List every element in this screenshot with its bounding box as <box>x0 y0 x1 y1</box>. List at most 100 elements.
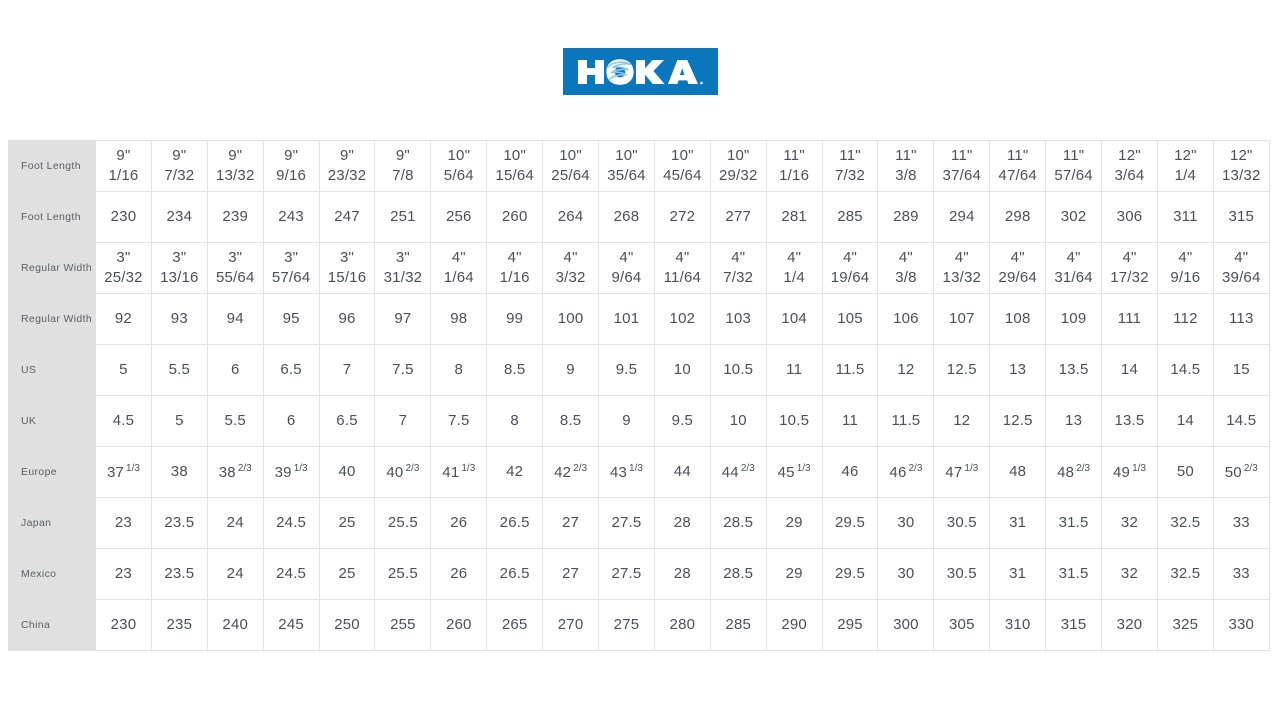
cell: 13.5 <box>1045 344 1103 396</box>
inch-value: 11" 57/64 <box>1048 146 1099 186</box>
cell: 4" 9/16 <box>1156 242 1214 294</box>
cell: 50 <box>1156 446 1214 498</box>
cell: 7.5 <box>374 344 432 396</box>
europe-value: 46 2/3 <box>889 463 922 481</box>
cell: 230 <box>95 599 152 651</box>
inch-fraction: 25/64 <box>551 167 590 184</box>
inch-whole: 4" <box>731 249 746 267</box>
cell: 29 <box>765 497 823 549</box>
inch-value: 3" 57/64 <box>266 248 317 288</box>
cell: 12.5 <box>933 344 991 396</box>
inch-whole: 9" <box>116 147 131 165</box>
europe-whole: 43 <box>609 463 628 481</box>
cell: 12" 3/64 <box>1101 140 1158 192</box>
cell: 250 <box>318 599 376 651</box>
cell: 10" 29/32 <box>709 140 767 192</box>
inch-fraction: 5/64 <box>443 167 474 184</box>
cell: 13 <box>1045 395 1103 447</box>
cell: 6.5 <box>318 395 376 447</box>
inch-whole: 4" <box>1122 249 1137 267</box>
cell: 330 <box>1212 599 1270 651</box>
europe-value: 41 1/3 <box>442 463 475 481</box>
inch-value: 10" 15/64 <box>489 146 540 186</box>
cell: 8.5 <box>542 395 600 447</box>
cell: 24 <box>206 548 264 600</box>
inch-value: 10" 29/32 <box>713 146 764 186</box>
inch-value: 12" 13/32 <box>1216 146 1267 186</box>
inch-whole: 4" <box>675 249 690 267</box>
cell: 13 <box>989 344 1047 396</box>
inch-fraction: 7/32 <box>723 269 754 286</box>
inch-whole: 11" <box>895 147 917 165</box>
cell: 245 <box>262 599 320 651</box>
inch-whole: 4" <box>1234 249 1249 267</box>
inch-value: 4" 17/32 <box>1104 248 1155 288</box>
inch-fraction: 3/64 <box>1114 167 1145 184</box>
cell: 28 <box>653 548 711 600</box>
cell: 11" 57/64 <box>1045 140 1103 192</box>
inch-whole: 10" <box>559 147 582 165</box>
inch-fraction: 1/16 <box>499 269 530 286</box>
cell: 10" 35/64 <box>598 140 655 192</box>
cell: 26.5 <box>486 497 544 549</box>
cell: 285 <box>709 599 767 651</box>
cell: 31 <box>989 548 1047 600</box>
inch-value: 4" 19/64 <box>825 248 876 288</box>
cell: 27.5 <box>598 548 655 600</box>
inch-fraction: 25/32 <box>104 269 143 286</box>
europe-whole: 38 <box>170 463 188 481</box>
cell: 27 <box>542 497 600 549</box>
cell: 325 <box>1156 599 1214 651</box>
inch-whole: 9" <box>228 147 243 165</box>
cell: 10.5 <box>765 395 823 447</box>
cell: 42 2/3 <box>542 446 600 498</box>
cell: 14.5 <box>1212 395 1270 447</box>
table-row: Europe 37 1/3 38 38 2/3 39 1/3 40 40 2/3 41 1/3 42 42 2… <box>8 446 1280 498</box>
inch-fraction: 1/64 <box>443 269 474 286</box>
inch-value: 12" 1/4 <box>1160 146 1211 186</box>
cell: 275 <box>598 599 655 651</box>
inch-whole: 10" <box>726 147 750 165</box>
cell: 3" 31/32 <box>374 242 432 294</box>
inch-whole: 9" <box>172 147 187 165</box>
cell: 44 2/3 <box>709 446 767 498</box>
cell: 32.5 <box>1156 548 1214 600</box>
cell: 285 <box>821 191 879 243</box>
inch-fraction: 31/64 <box>1054 269 1093 286</box>
inch-whole: 3" <box>339 249 355 267</box>
row-label-foot-length: Foot Length <box>8 140 96 192</box>
cell: 3" 57/64 <box>262 242 320 294</box>
cell: 31 <box>989 497 1047 549</box>
inch-value: 4" 13/32 <box>936 248 987 288</box>
cell: 4.5 <box>95 395 152 447</box>
inch-fraction: 9/16 <box>276 167 307 184</box>
inch-value: 3" 15/16 <box>322 248 373 288</box>
cell: 105 <box>821 293 879 345</box>
cell: 3" 13/16 <box>150 242 208 294</box>
inch-whole: 11" <box>1006 147 1029 165</box>
europe-value: 40 <box>338 463 355 480</box>
cell: 10" 25/64 <box>542 140 600 192</box>
cell: 8.5 <box>486 344 544 396</box>
inch-fraction: 3/32 <box>555 269 586 286</box>
europe-fraction: 1/3 <box>1132 462 1146 474</box>
cell: 112 <box>1156 293 1214 345</box>
cell: 8 <box>430 344 488 396</box>
cell: 14 <box>1156 395 1214 447</box>
cell: 302 <box>1045 191 1103 243</box>
inch-fraction: 31/32 <box>383 269 423 286</box>
cell: 11 <box>765 344 823 396</box>
inch-value: 4" 39/64 <box>1216 248 1267 288</box>
inch-fraction: 3/8 <box>895 167 917 184</box>
inch-fraction: 15/16 <box>327 269 367 286</box>
inch-whole: 4" <box>842 249 858 267</box>
europe-whole: 46 <box>889 463 907 481</box>
inch-value: 4" 1/16 <box>489 248 540 288</box>
cell: 29.5 <box>821 548 879 600</box>
cell: 311 <box>1156 191 1214 243</box>
cell: 28.5 <box>709 548 767 600</box>
cell: 31.5 <box>1045 548 1103 600</box>
inch-fraction: 55/64 <box>215 269 255 286</box>
inch-fraction: 15/64 <box>495 167 534 184</box>
europe-value: 47 1/3 <box>945 463 978 481</box>
